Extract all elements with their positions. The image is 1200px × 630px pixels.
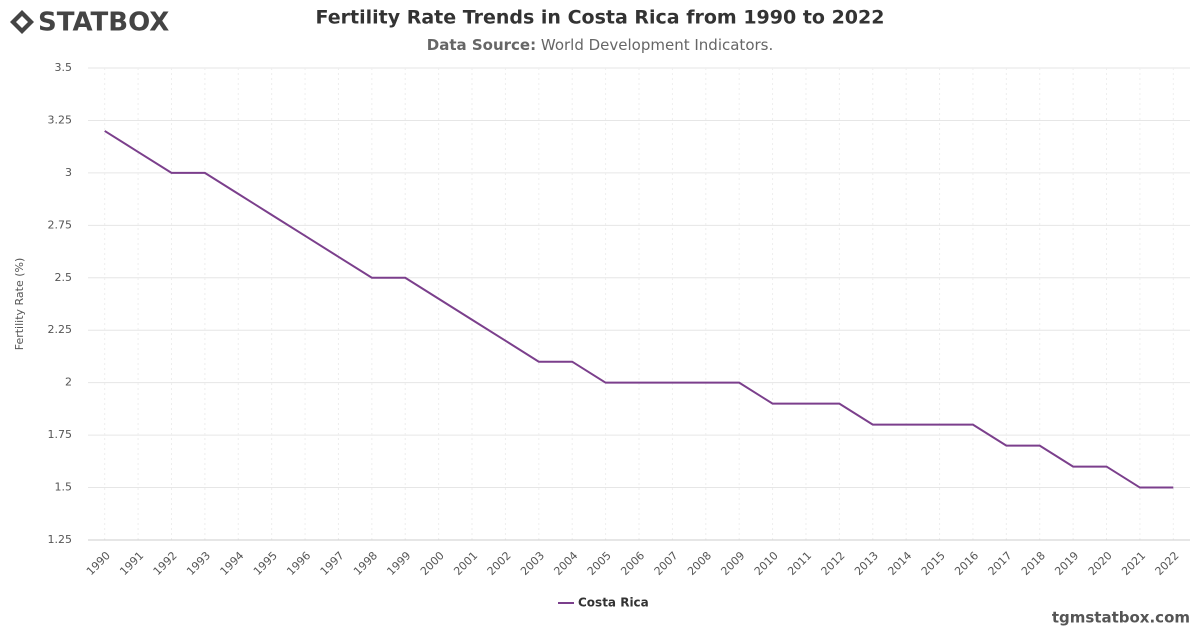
- x-tick-label: 1996: [284, 549, 313, 578]
- y-tick-label: 2.75: [48, 218, 73, 231]
- legend-label: Costa Rica: [578, 596, 649, 610]
- line-series: [104, 130, 1174, 489]
- y-tick-label: 1.75: [48, 428, 73, 441]
- y-tick-label: 3.25: [48, 113, 73, 126]
- x-tick-label: 2004: [551, 549, 580, 578]
- logo: STATBOX: [10, 8, 169, 38]
- y-tick-label: 2.25: [48, 323, 73, 336]
- brand: STATBOX: [38, 8, 169, 38]
- x-tick-label: 1997: [318, 549, 347, 578]
- x-tick-label: 2016: [952, 549, 981, 578]
- x-tick-label: 2020: [1086, 549, 1115, 578]
- y-tick-label: 3.5: [55, 61, 73, 74]
- x-tick-label: 2013: [852, 549, 881, 578]
- y-tick-label: 2: [65, 376, 72, 389]
- x-tick-label: 2021: [1119, 549, 1148, 578]
- x-tick-label: 2010: [752, 549, 781, 578]
- y-tick-label: 1.5: [55, 481, 73, 494]
- x-tick-label: 1999: [384, 549, 413, 578]
- x-tick-label: 2005: [585, 549, 614, 578]
- x-tick-label: 2014: [885, 549, 914, 578]
- x-tick-label: 1990: [84, 549, 113, 578]
- x-tick-label: 2011: [785, 549, 814, 578]
- x-tick-label: 2009: [718, 549, 747, 578]
- x-tick-label: 2015: [919, 549, 948, 578]
- x-tick-label: 2022: [1153, 549, 1182, 578]
- x-tick-label: 2012: [819, 549, 848, 578]
- x-tick-label: 1995: [251, 549, 280, 578]
- x-tick-label: 2008: [685, 549, 714, 578]
- x-tick-label: 2002: [485, 549, 514, 578]
- x-tick-label: 1994: [218, 549, 247, 578]
- chart-subtitle: Data Source: World Development Indicator…: [427, 36, 774, 54]
- x-tick-label: 2017: [986, 549, 1015, 578]
- x-tick-label: 2000: [418, 549, 447, 578]
- watermark: tgmstatbox.com: [1052, 609, 1190, 627]
- x-tick-label: 2019: [1052, 549, 1081, 578]
- subtitle-text: World Development Indicators.: [541, 36, 773, 54]
- x-tick-label: 1993: [184, 549, 213, 578]
- subtitle-label: Data Source:: [427, 36, 536, 54]
- x-tick-label: 2018: [1019, 549, 1048, 578]
- x-tick-label: 1991: [117, 549, 146, 578]
- x-tick-label: 2006: [618, 549, 647, 578]
- y-tick-label: 2.5: [55, 271, 73, 284]
- x-tick-label: 1998: [351, 549, 380, 578]
- y-tick-label: 1.25: [48, 533, 73, 546]
- x-tick-label: 2001: [451, 549, 480, 578]
- y-tick-label: 3: [65, 166, 72, 179]
- x-tick-label: 2003: [518, 549, 547, 578]
- chart-title: Fertility Rate Trends in Costa Rica from…: [316, 7, 885, 29]
- x-tick-label: 1992: [151, 549, 180, 578]
- x-tick-label: 2007: [652, 549, 681, 578]
- y-axis-label: Fertility Rate (%): [13, 258, 26, 351]
